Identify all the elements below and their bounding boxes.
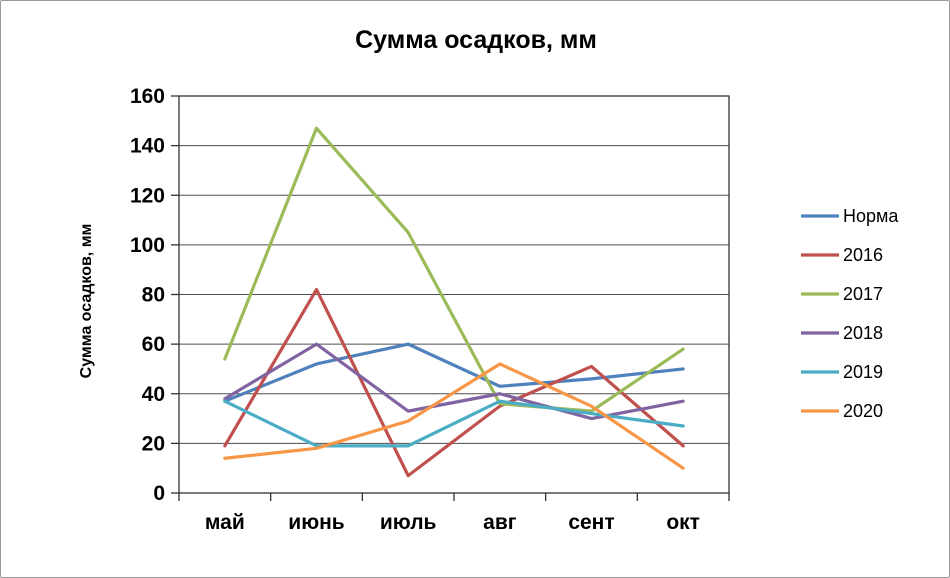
chart-title: Сумма осадков, мм — [355, 26, 597, 54]
legend-item: 2019 — [801, 362, 883, 382]
series-layer — [223, 126, 685, 478]
legend-label: 2016 — [843, 245, 883, 265]
axis-labels-layer: 0 20 40 60 80 100 120 140 160 май июнь июль авг сент о… — [130, 85, 700, 534]
legend-item: 2018 — [801, 323, 883, 343]
y-tick-label: 80 — [142, 284, 165, 307]
legend-item: 2017 — [801, 284, 883, 304]
legend-label: 2017 — [843, 284, 883, 304]
y-tick-label: 60 — [142, 333, 165, 356]
y-tick-label: 20 — [142, 432, 165, 455]
legend-label: 2018 — [843, 323, 883, 343]
legend: Норма 2016 2017 2018 2019 2020 — [801, 206, 899, 421]
y-tick-label: 160 — [130, 85, 165, 108]
x-category-label: сент — [568, 511, 614, 534]
series-line-2017 — [223, 126, 685, 413]
y-tick-label: 0 — [153, 482, 165, 505]
legend-item: 2020 — [801, 401, 883, 421]
x-category-label: май — [205, 511, 245, 534]
axes-layer — [171, 95, 730, 501]
x-category-label: авг — [483, 511, 517, 534]
x-category-label: окт — [666, 511, 700, 534]
legend-label: Норма — [843, 206, 899, 226]
y-tick-label: 140 — [130, 135, 165, 158]
plot-area-border — [178, 95, 730, 494]
x-category-label: июль — [380, 511, 437, 534]
x-category-label: июнь — [288, 511, 345, 534]
series-line-2020 — [223, 362, 685, 470]
series-line-Норма — [223, 342, 685, 403]
legend-label: 2019 — [843, 362, 883, 382]
series-line-2018 — [223, 342, 685, 421]
gridlines-layer — [179, 95, 729, 494]
legend-label: 2020 — [843, 401, 883, 421]
y-tick-label: 120 — [130, 184, 165, 207]
y-tick-label: 40 — [142, 383, 165, 406]
legend-item: Норма — [801, 206, 899, 226]
legend-item: 2016 — [801, 245, 883, 265]
series-line-2016 — [223, 287, 685, 478]
y-axis-title: Сумма осадков, мм — [78, 224, 95, 379]
y-tick-label: 100 — [130, 234, 165, 257]
